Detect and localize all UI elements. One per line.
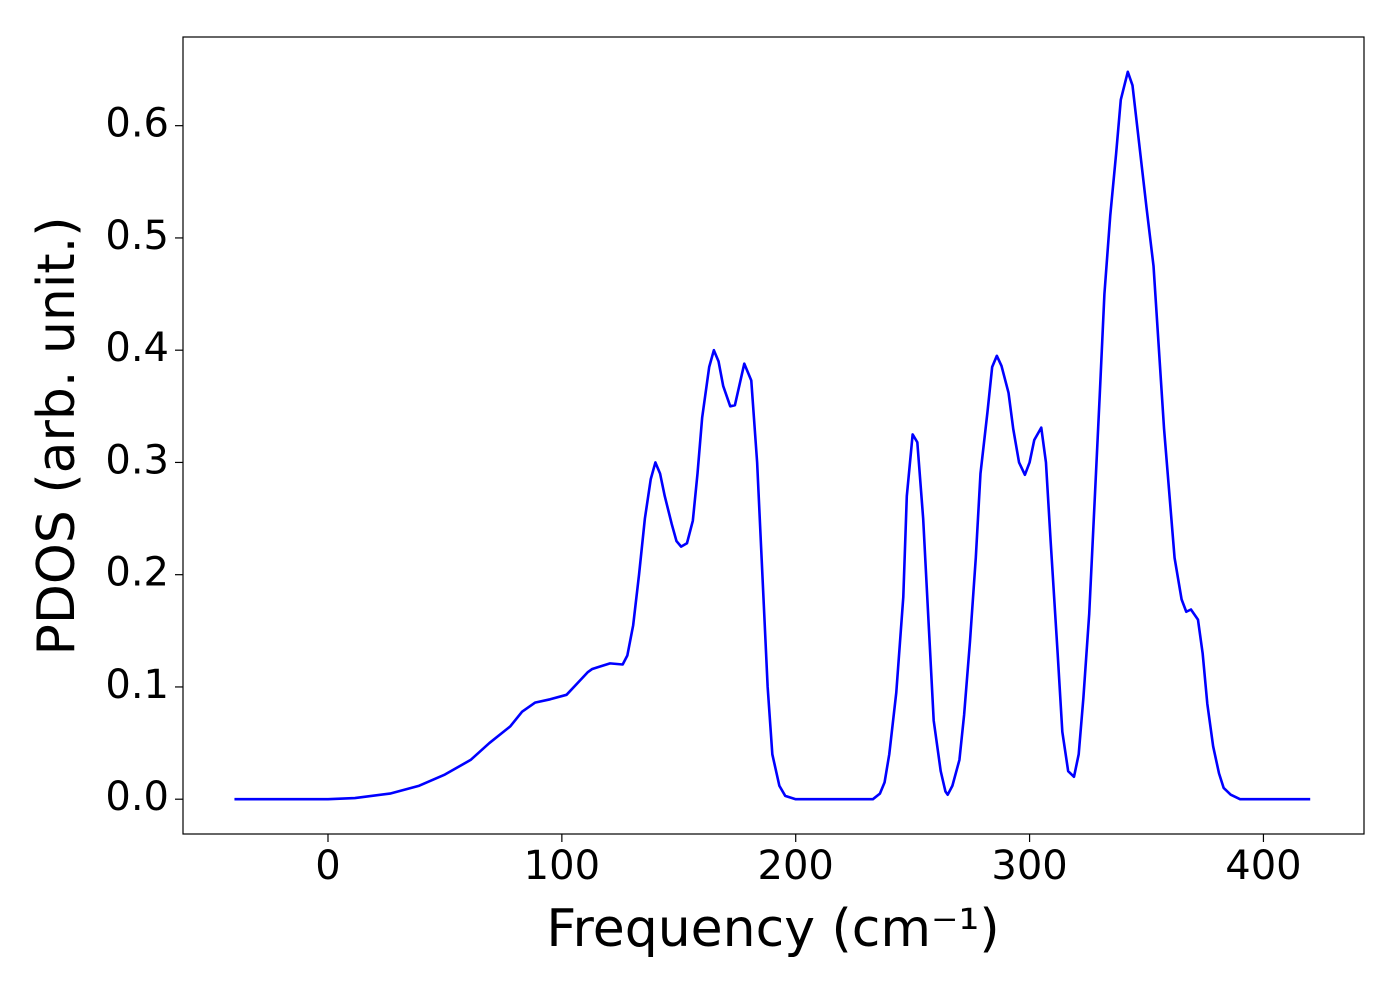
y-axis-label: PDOS (arb. unit.) (27, 216, 87, 655)
y-tick-label: 0.1 (105, 662, 169, 708)
y-tick-label: 0.3 (105, 437, 169, 483)
x-axis-label: Frequency (cm⁻¹) (546, 899, 999, 959)
x-tick-label: 300 (991, 843, 1067, 889)
y-tick-label: 0.4 (105, 325, 169, 371)
y-tick-label: 0.5 (105, 213, 169, 259)
plot-frame (182, 36, 1365, 835)
y-tick-label: 0.6 (105, 101, 169, 147)
x-tick-label: 0 (315, 843, 340, 889)
x-tick-label: 100 (524, 843, 600, 889)
y-tick-label: 0.0 (105, 774, 169, 820)
x-tick-label: 200 (758, 843, 834, 889)
x-tick-label: 400 (1225, 843, 1301, 889)
data-line (234, 70, 1311, 801)
y-tick-label: 0.2 (105, 550, 169, 596)
